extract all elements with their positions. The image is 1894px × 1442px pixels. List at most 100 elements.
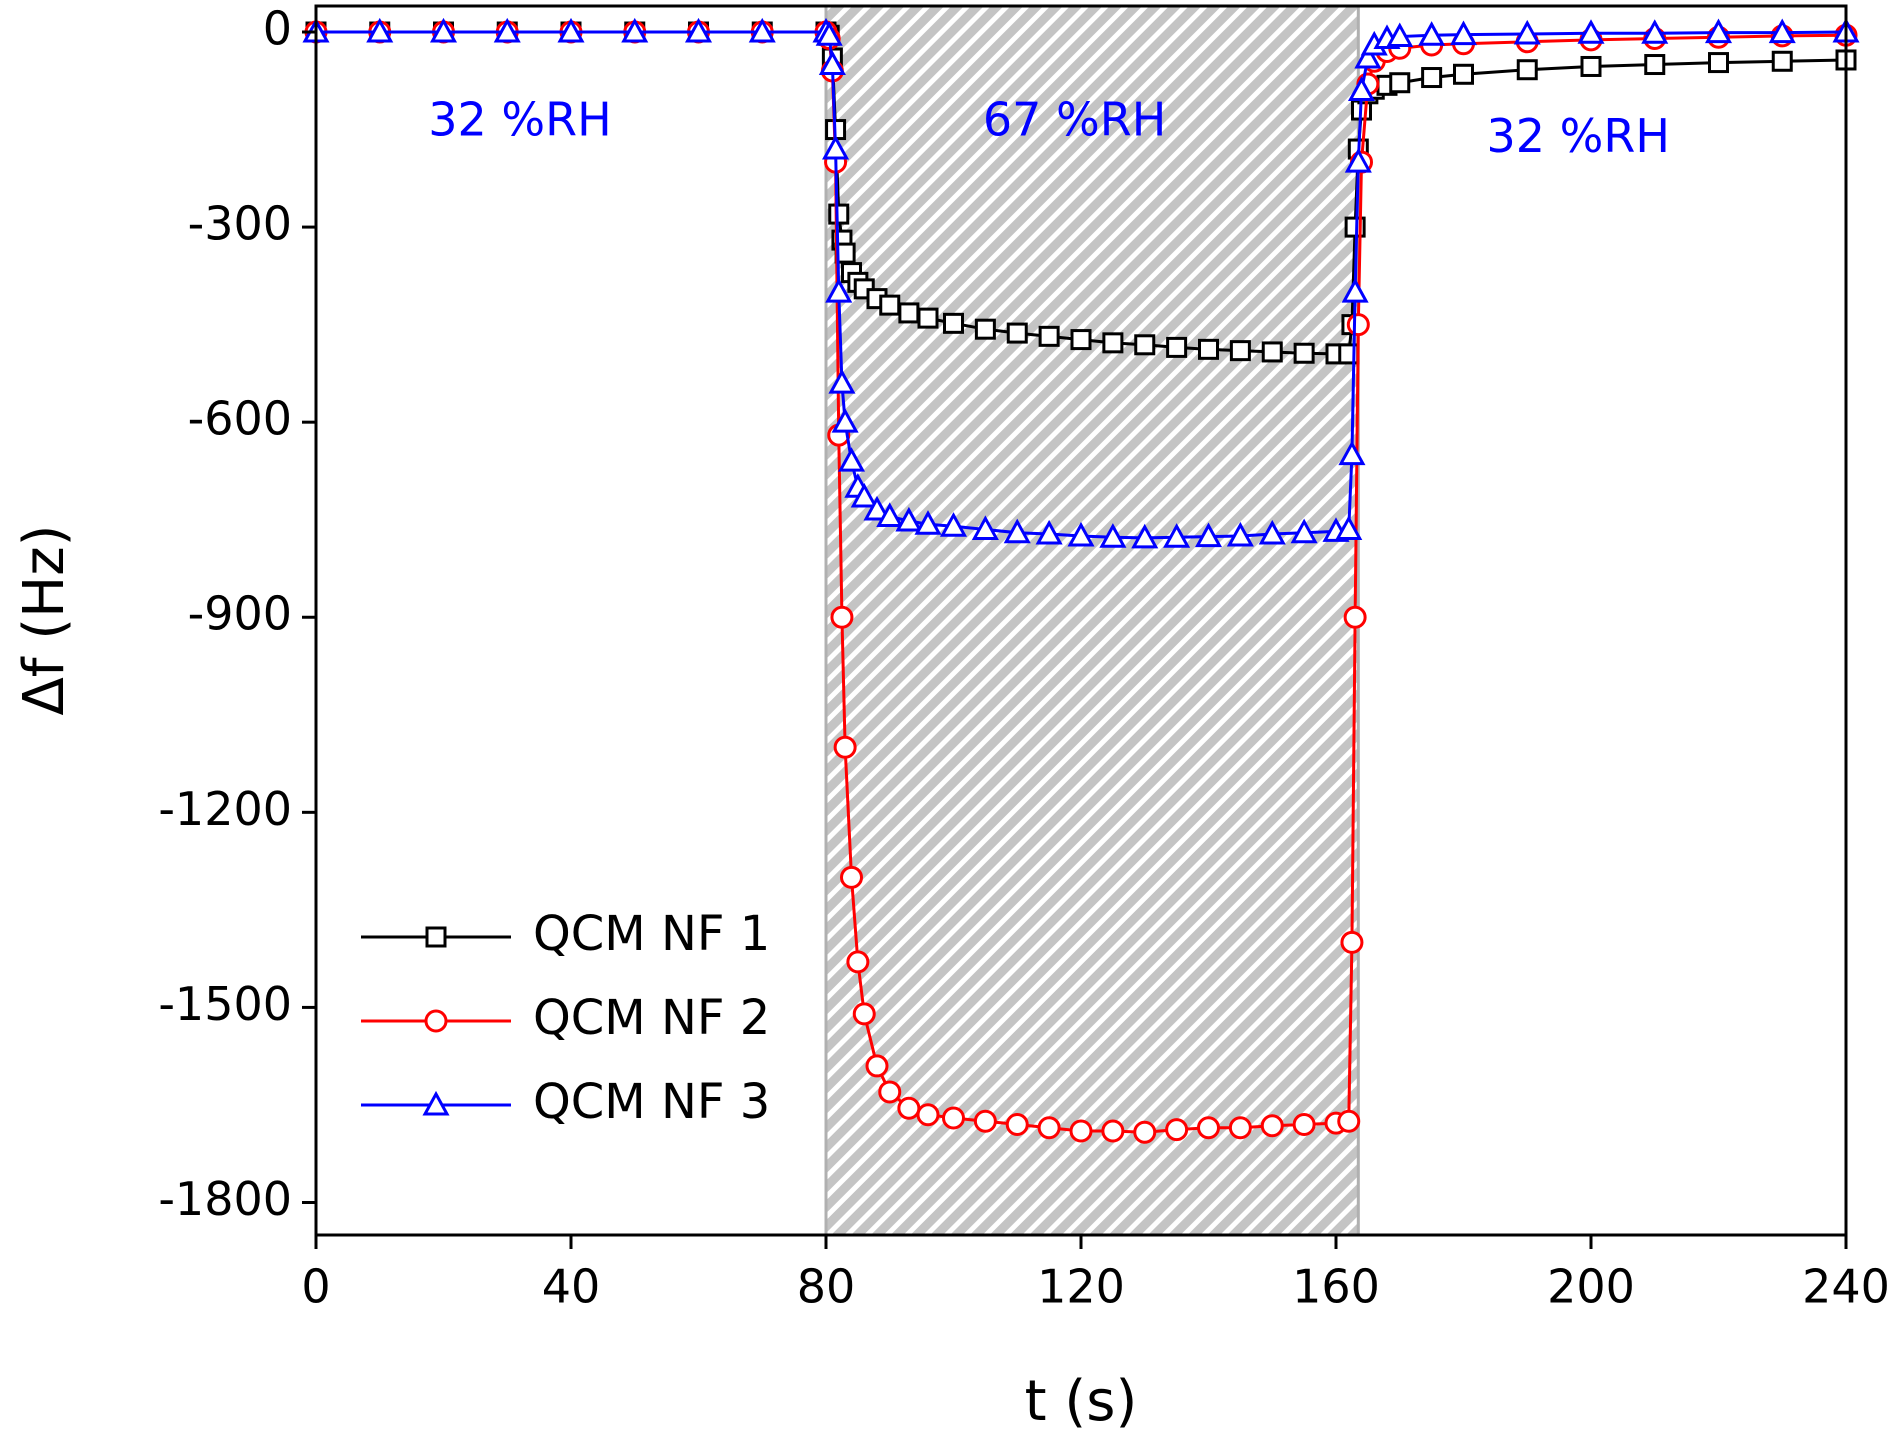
marker <box>914 510 942 535</box>
marker <box>1344 147 1372 173</box>
marker <box>825 278 853 303</box>
marker <box>1194 522 1223 548</box>
marker <box>1768 18 1796 44</box>
marker <box>1292 1112 1316 1136</box>
marker <box>1006 322 1028 344</box>
marker <box>1226 521 1254 547</box>
marker <box>852 1002 876 1026</box>
marker <box>1641 19 1669 44</box>
marker <box>833 735 857 759</box>
marker <box>493 17 521 43</box>
marker <box>878 1080 902 1104</box>
marker <box>828 203 850 225</box>
x-tick-label: 120 <box>1037 1260 1125 1314</box>
marker <box>1163 523 1191 548</box>
marker <box>898 302 920 324</box>
legend-label: QCM NF 3 <box>533 1074 770 1130</box>
marker <box>1099 523 1127 548</box>
marker <box>1421 67 1443 89</box>
marker <box>1354 43 1382 69</box>
legend-label: QCM NF 1 <box>533 906 770 962</box>
marker <box>425 926 447 948</box>
marker <box>971 515 999 540</box>
marker <box>1258 519 1286 545</box>
marker <box>846 950 870 974</box>
marker <box>1346 313 1370 337</box>
marker <box>1449 20 1478 46</box>
marker <box>1347 76 1376 102</box>
marker <box>1102 332 1124 354</box>
marker <box>943 312 964 334</box>
marker <box>828 369 856 394</box>
marker <box>818 50 846 76</box>
marker <box>865 1054 889 1078</box>
marker <box>1418 21 1446 46</box>
marker <box>1229 340 1251 362</box>
legend-label: QCM NF 2 <box>533 990 770 1046</box>
marker <box>822 134 850 160</box>
marker <box>1067 521 1095 547</box>
marker <box>1293 342 1315 364</box>
marker <box>1338 440 1366 466</box>
marker <box>876 502 904 527</box>
x-axis-title: t (s) <box>1025 1369 1138 1434</box>
marker <box>557 17 585 43</box>
marker <box>1340 930 1364 954</box>
series <box>302 17 1860 549</box>
marker <box>424 1009 448 1033</box>
legend: QCM NF 1 QCM NF 2 QCM NF 3 <box>361 906 770 1130</box>
y-tick-label: -1500 <box>158 977 292 1031</box>
marker <box>815 21 843 46</box>
marker <box>840 865 863 889</box>
marker <box>942 1106 965 1130</box>
marker <box>1003 518 1031 544</box>
marker <box>850 482 878 508</box>
marker <box>1580 55 1602 77</box>
marker <box>1341 278 1369 303</box>
marker <box>1101 1119 1125 1143</box>
marker <box>1166 336 1188 358</box>
marker <box>1069 1119 1093 1143</box>
marker <box>366 17 394 43</box>
marker <box>1389 72 1411 94</box>
marker <box>974 318 996 340</box>
marker <box>863 495 891 521</box>
marker <box>1035 519 1063 545</box>
marker <box>1134 334 1156 356</box>
marker <box>1771 50 1793 72</box>
y-tick-label: -900 <box>188 587 292 641</box>
y-tick-label: -1800 <box>158 1172 292 1226</box>
marker <box>1577 19 1605 44</box>
marker <box>1704 18 1733 44</box>
marker <box>1343 605 1367 629</box>
marker <box>1386 22 1414 48</box>
marker <box>621 17 649 43</box>
y-tick-label: -1200 <box>158 782 292 836</box>
marker <box>1260 1114 1284 1138</box>
x-tick-label: 80 <box>797 1260 856 1314</box>
marker <box>429 17 458 43</box>
y-tick-label: -300 <box>188 197 292 251</box>
marker <box>1131 523 1159 549</box>
x-tick-label: 160 <box>1292 1260 1380 1314</box>
y-tick-label: -600 <box>188 392 292 446</box>
x-tick-label: 40 <box>542 1260 601 1314</box>
annotation: 32 %RH <box>1487 109 1670 163</box>
marker <box>1337 1109 1361 1133</box>
marker <box>1708 52 1729 74</box>
annotation: 67 %RH <box>983 93 1166 147</box>
marker <box>837 447 866 472</box>
marker <box>1228 1116 1252 1140</box>
marker <box>1005 1112 1029 1136</box>
marker <box>748 17 776 43</box>
shaded-region <box>824 4 1360 1237</box>
y-tick-label: 0 <box>263 2 292 56</box>
marker <box>879 294 901 316</box>
marker <box>422 1090 450 1116</box>
marker <box>1513 19 1541 45</box>
marker <box>895 506 923 532</box>
y-axis-title: Δf (Hz) <box>12 524 77 715</box>
marker <box>1133 1120 1157 1144</box>
marker <box>1198 338 1219 360</box>
